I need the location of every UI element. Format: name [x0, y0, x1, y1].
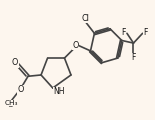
Text: O: O: [72, 41, 79, 50]
Text: O: O: [17, 85, 23, 94]
Text: F: F: [144, 27, 148, 36]
Text: O: O: [8, 102, 13, 108]
Text: F: F: [122, 27, 126, 36]
Text: NH: NH: [53, 87, 65, 96]
Text: O: O: [12, 58, 18, 67]
Text: F: F: [131, 53, 136, 62]
Text: CH₃: CH₃: [4, 100, 18, 106]
Text: Cl: Cl: [81, 14, 89, 23]
